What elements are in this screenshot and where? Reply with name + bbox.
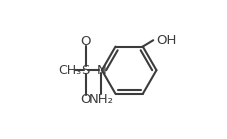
Text: O: O xyxy=(80,35,91,48)
Text: NH₂: NH₂ xyxy=(89,93,113,106)
Text: OH: OH xyxy=(155,34,175,47)
Text: O: O xyxy=(80,93,91,106)
Text: S: S xyxy=(81,64,90,77)
Text: N: N xyxy=(96,64,106,77)
Text: CH₃: CH₃ xyxy=(59,64,81,77)
